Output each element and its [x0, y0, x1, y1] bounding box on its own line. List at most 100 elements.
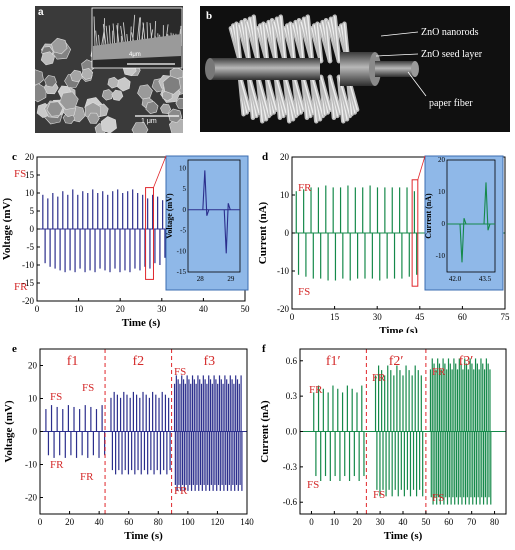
signal-annotation: FS: [14, 168, 26, 180]
x-axis-label: Time (s): [384, 530, 423, 542]
inset-y-tick-label: 10: [179, 164, 187, 172]
x-tick-label: 45: [415, 312, 425, 322]
nanorod-highlight: [293, 76, 304, 111]
nanorod-hexagon: [87, 112, 100, 124]
region-label: f1: [67, 354, 79, 369]
signal-annotation: FR: [372, 372, 386, 384]
fiber-tip-end: [411, 61, 419, 77]
nanorod-highlight: [271, 19, 277, 62]
inset-spike: [459, 218, 467, 263]
x-tick-label: 60: [458, 312, 468, 322]
inset-x-tick-label: 42.0: [449, 275, 462, 283]
nanorod-highlight: [239, 76, 250, 111]
pointer-nanorods: [380, 31, 419, 37]
panel-label-f: f: [262, 343, 266, 355]
inset-nanorod: [108, 25, 111, 47]
x-tick-label: 80: [154, 517, 164, 527]
x-tick-label: 10: [330, 517, 340, 527]
signal-annotation: FS: [432, 492, 444, 504]
pointer-fiber: [407, 71, 427, 97]
nanorod-highlight: [334, 15, 340, 62]
chart-voltage-e: e f1 f2 f3 0 20 40 60 80 100 120 140 -20 -10 0 10 20 Time…: [3, 343, 254, 542]
x-tick-label: 70: [467, 517, 477, 527]
x-tick-label: 10: [74, 304, 84, 314]
y-tick-label: 10: [28, 394, 38, 404]
signal-annotation: FS: [298, 286, 310, 298]
sem-image-panel: a 4μm 1 μm: [35, 6, 183, 133]
region-label: f3′: [459, 354, 474, 369]
inset-nanorod: [102, 24, 107, 47]
y-tick-label: 5: [30, 206, 35, 216]
inset-y-tick-label: -10: [177, 247, 187, 255]
x-tick-label: 40: [95, 517, 105, 527]
y-tick-label: -10: [277, 266, 289, 276]
x-tick-label: 15: [330, 312, 340, 322]
x-tick-label: 30: [376, 517, 386, 527]
x-tick-label: 40: [199, 304, 209, 314]
nanorod-highlight: [244, 19, 250, 62]
inset-spike: [223, 203, 231, 254]
inset-y-tick-label: 5: [183, 185, 187, 193]
panel-label-c: c: [12, 151, 17, 163]
y-tick-label: 0.3: [286, 391, 298, 401]
y-tick-label: -10: [22, 260, 34, 270]
nanorod-highlight: [298, 19, 304, 62]
inset-y-tick-label: -5: [180, 227, 186, 235]
inset-nanorod: [93, 16, 96, 47]
inset-nanorod: [105, 25, 109, 47]
inset-nanorod: [112, 23, 116, 47]
inset-frame: [187, 159, 241, 273]
y-tick-label: -0.6: [283, 497, 298, 507]
nanorod-hexagon: [51, 37, 68, 55]
nanorod-highlight: [307, 15, 313, 62]
panel-label-e: e: [12, 343, 17, 355]
inset-nanorod: [95, 30, 98, 47]
nanorod-hexagon: [131, 122, 149, 133]
signal-annotation: FS: [373, 489, 385, 501]
inset-connector: [417, 155, 426, 180]
x-axis-label: Time (s): [124, 530, 163, 542]
label-seed-layer: ZnO seed layer: [421, 49, 483, 60]
x-tick-label: 60: [444, 517, 454, 527]
nanorod-hexagon: [101, 89, 114, 101]
nanorod-hexagon: [40, 51, 55, 66]
y-tick-label: 10: [25, 188, 35, 198]
label-zno-nanorods: ZnO nanorods: [421, 27, 479, 38]
fiber-core: [210, 58, 320, 80]
nanorod-hexagon: [137, 84, 153, 100]
y-tick-label: 0: [285, 228, 290, 238]
x-tick-label: 30: [157, 304, 167, 314]
nanorod-highlight: [275, 76, 287, 114]
y-tick-label: 20: [25, 152, 35, 162]
nanorod-highlight: [253, 15, 259, 62]
nanorod-highlight: [284, 76, 297, 117]
inset-x-tick-label: 29: [227, 275, 235, 283]
nanorod-hexagon: [160, 103, 172, 114]
chart-current-f: f f1′ f2′ f3′ 0 10 20 30 40 50 60 70 80 -0.6 -0.3 0.0 0.…: [259, 343, 507, 542]
signal-annotation: FS: [307, 479, 319, 491]
signal-annotation: FR: [432, 366, 446, 378]
x-tick-label: 60: [124, 517, 134, 527]
y-tick-label: 10: [280, 190, 290, 200]
x-tick-label: 75: [501, 312, 511, 322]
y-axis-label: Current (nA): [259, 400, 271, 463]
x-tick-label: 40: [399, 517, 409, 527]
inset-y-tick-label: -10: [436, 252, 446, 260]
nanorod-highlight: [289, 23, 295, 62]
signal-annotation: FR: [50, 459, 64, 471]
inset-y-tick-label: -15: [177, 268, 187, 276]
inset-y-axis-label: Voltage (mV): [165, 193, 174, 239]
y-tick-label: -10: [25, 460, 37, 470]
y-axis-label: Voltage (mV): [3, 400, 15, 463]
signal-annotation: FR: [174, 485, 188, 497]
panel-label-a: a: [38, 7, 44, 18]
nanorod-hexagon: [107, 76, 119, 89]
x-tick-label: 120: [211, 517, 225, 527]
x-tick-label: 30: [373, 312, 383, 322]
nanorod-hexagon: [117, 77, 131, 92]
chart-current-d: d 0 15 30 45 60 75 -20 -10 0 10 20 Time (s) Current (…: [257, 151, 511, 333]
nanorod-hexagon: [35, 69, 44, 86]
paper-fiber-tip: [375, 61, 415, 77]
region-label: f2: [132, 354, 144, 369]
